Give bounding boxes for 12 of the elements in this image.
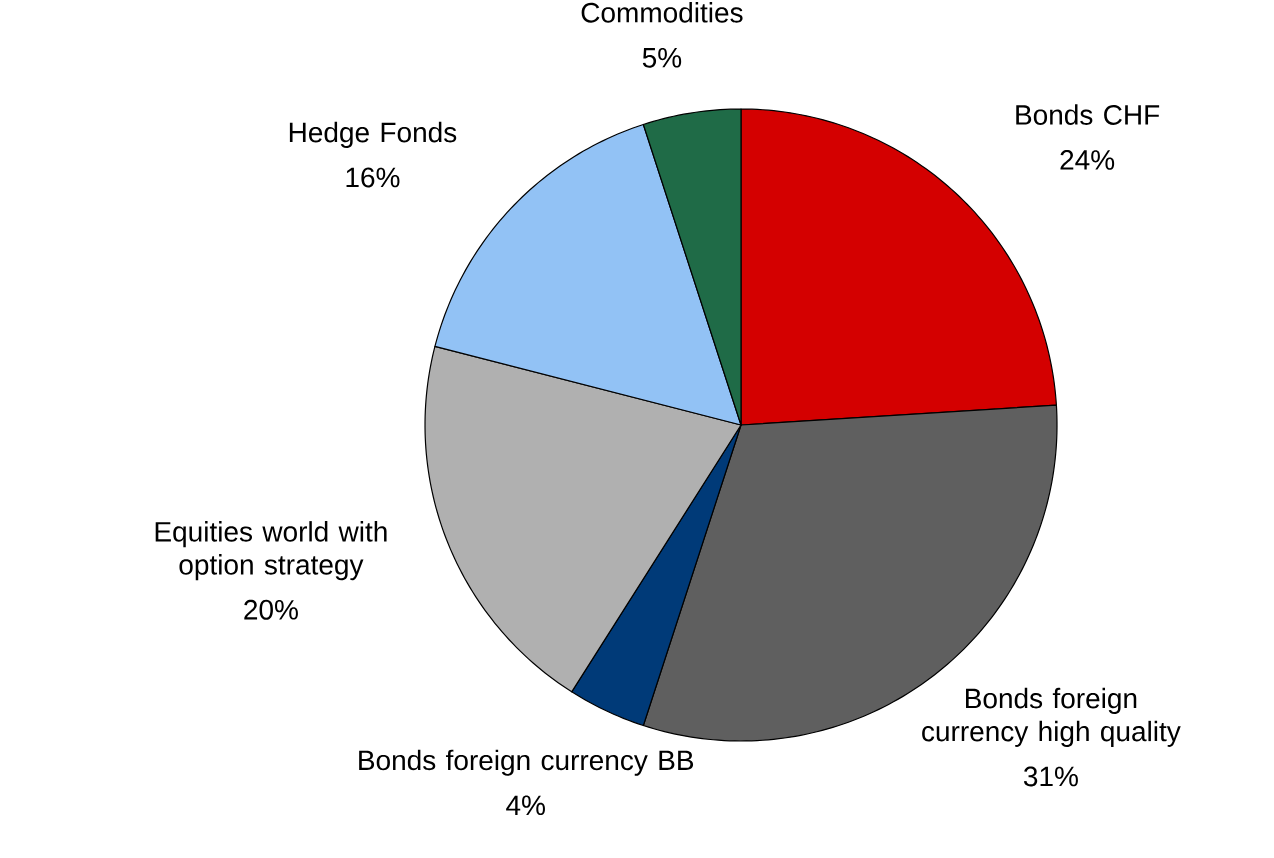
data-label: 16% — [346, 167, 400, 188]
data-label: 5% — [642, 47, 682, 68]
slice-label: Commodities — [581, 2, 743, 23]
slice-label: Bonds foreign currency high quality — [922, 687, 1181, 747]
slice-label: Hedge Fonds — [289, 121, 457, 148]
data-label: 4% — [506, 795, 545, 816]
data-label: 24% — [1060, 150, 1115, 170]
data-label: 31% — [1023, 766, 1078, 787]
slice-label: Bonds CHF — [1016, 104, 1160, 125]
data-label: 20% — [244, 599, 298, 620]
slice-label: Bonds foreign currency BB — [359, 749, 694, 776]
slice-label: Equities world with option strategy — [155, 521, 387, 581]
